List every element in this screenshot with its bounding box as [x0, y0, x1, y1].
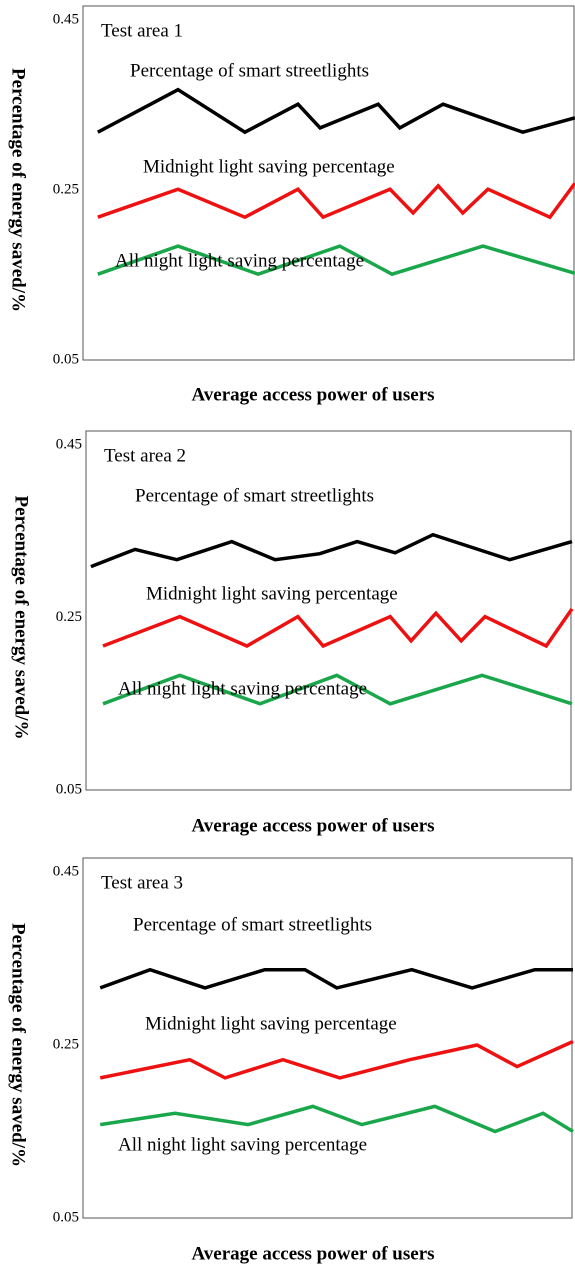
x-axis-label: Average access power of users: [191, 384, 434, 405]
y-tick-label: 0.45: [53, 11, 79, 27]
y-tick-label: 0.25: [53, 1036, 79, 1052]
series-label: Midnight light saving percentage: [146, 583, 398, 604]
series-label: All night light saving percentage: [115, 250, 364, 271]
y-tick-label: 0.45: [56, 436, 82, 452]
series-label: All night light saving percentage: [118, 678, 367, 699]
series-line: [99, 1039, 574, 1080]
series-line: [97, 182, 575, 220]
y-tick-label: 0.05: [56, 781, 82, 797]
series-label: Midnight light saving percentage: [145, 1013, 397, 1034]
series-line: [97, 244, 575, 277]
y-tick-label: 0.05: [53, 351, 79, 367]
x-axis-label: Average access power of users: [191, 815, 434, 836]
series-label: Percentage of smart streetlights: [135, 485, 374, 506]
series-label: Midnight light saving percentage: [143, 156, 395, 177]
y-tick-label: 0.05: [53, 1209, 79, 1225]
series-line: [99, 967, 573, 990]
chart-title: Test area 1: [101, 20, 183, 41]
y-axis-label: Percentage of energy saved/%: [11, 496, 32, 740]
series-line: [102, 673, 573, 706]
chart-title: Test area 3: [101, 872, 183, 893]
y-tick-label: 0.25: [53, 181, 79, 197]
series-line: [99, 1104, 574, 1134]
series-line: [96, 87, 575, 135]
y-tick-label: 0.25: [56, 609, 82, 625]
plot-frame: [82, 5, 575, 361]
x-axis-label: Average access power of users: [191, 1243, 434, 1264]
series-label: Percentage of smart streetlights: [130, 60, 369, 81]
y-axis-label: Percentage of energy saved/%: [8, 923, 29, 1167]
y-axis-label: Percentage of energy saved/%: [8, 68, 29, 312]
series-line: [90, 532, 573, 569]
chart-title: Test area 2: [104, 445, 186, 466]
series-label: Percentage of smart streetlights: [133, 914, 372, 935]
plot-frame: [82, 857, 573, 1219]
series-label: All night light saving percentage: [118, 1134, 367, 1155]
series-line: [102, 607, 574, 649]
y-tick-label: 0.45: [53, 863, 79, 879]
